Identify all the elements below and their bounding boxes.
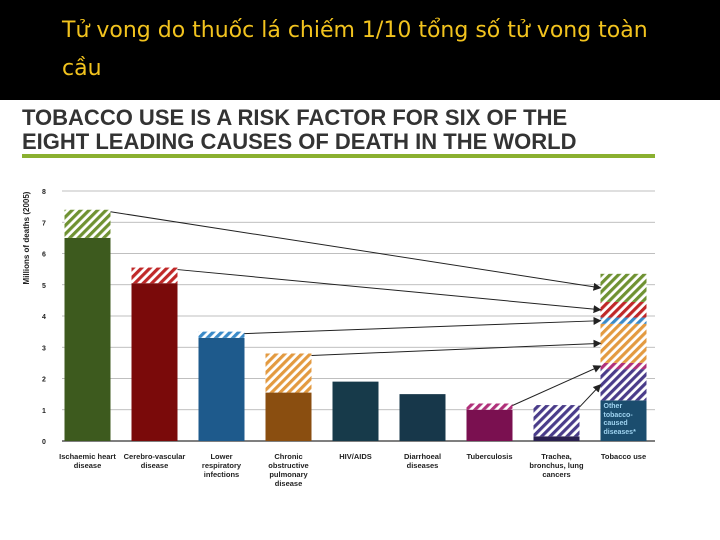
bar <box>399 394 446 441</box>
bar-hatched <box>198 331 245 338</box>
title-rule <box>22 154 655 158</box>
bar-hatched <box>131 267 178 284</box>
y-tick-label: 4 <box>42 314 46 321</box>
y-tick-label: 0 <box>42 439 46 446</box>
y-tick-label: 1 <box>42 408 46 415</box>
segment-label: Other tobacco-caused diseases* <box>603 403 636 436</box>
arrow <box>311 339 602 356</box>
arrow <box>579 384 602 408</box>
bar <box>600 400 647 441</box>
arrow <box>512 365 602 406</box>
bar <box>265 392 312 441</box>
y-tick-label: 8 <box>42 189 46 196</box>
x-tick-label: Cerebro-vascular disease <box>123 452 186 470</box>
slide-title: Tử vong do thuốc lá chiếm 1/10 tổng số t… <box>62 18 648 81</box>
bar-hatched <box>600 317 647 324</box>
bar-hatched <box>64 209 111 238</box>
y-tick-label: 2 <box>42 377 46 384</box>
x-tick-label: Tobacco use <box>600 452 647 461</box>
y-tick-label: 6 <box>42 252 46 259</box>
arrow <box>244 316 602 335</box>
bar <box>64 237 111 441</box>
x-tick-label: Lower respiratory infections <box>201 452 242 479</box>
bar <box>466 409 513 441</box>
bar-hatched <box>600 362 647 370</box>
x-tick-label: Chronic obstructive pulmonary disease <box>268 452 309 488</box>
bar-hatched <box>533 405 580 437</box>
y-tick-label: 5 <box>42 283 46 290</box>
x-tick-label: HIV/AIDS <box>339 452 372 461</box>
chart-title: EIGHT LEADING CAUSES OF DEATH IN THE WOR… <box>22 129 576 154</box>
arrow <box>177 269 602 314</box>
header-bar: Tử vong do thuốc lá chiếm 1/10 tổng số t… <box>0 0 720 100</box>
bar-hatched <box>600 301 647 318</box>
bar-hatched <box>466 403 513 410</box>
bar <box>533 436 580 441</box>
chart-title: TOBACCO USE IS A RISK FACTOR FOR SIX OF … <box>22 105 567 130</box>
bar <box>332 381 379 441</box>
x-tick-label: Trachea, bronchus, lung cancers <box>529 452 584 479</box>
x-tick-label: Tuberculosis <box>466 452 513 461</box>
bar-hatched <box>600 369 647 401</box>
bar <box>131 283 178 441</box>
bar <box>198 337 245 441</box>
x-tick-label: Ischaemic heart disease <box>59 452 116 470</box>
bar-hatched <box>265 353 312 393</box>
y-tick-label: 7 <box>42 220 46 227</box>
arrow <box>110 211 602 291</box>
bar-hatched <box>600 273 647 302</box>
x-tick-label: Diarrhoeal diseases <box>403 452 442 470</box>
bar-hatched <box>600 323 647 363</box>
y-axis-label: Millions of deaths (2005) <box>22 191 31 284</box>
y-tick-label: 3 <box>42 345 46 352</box>
